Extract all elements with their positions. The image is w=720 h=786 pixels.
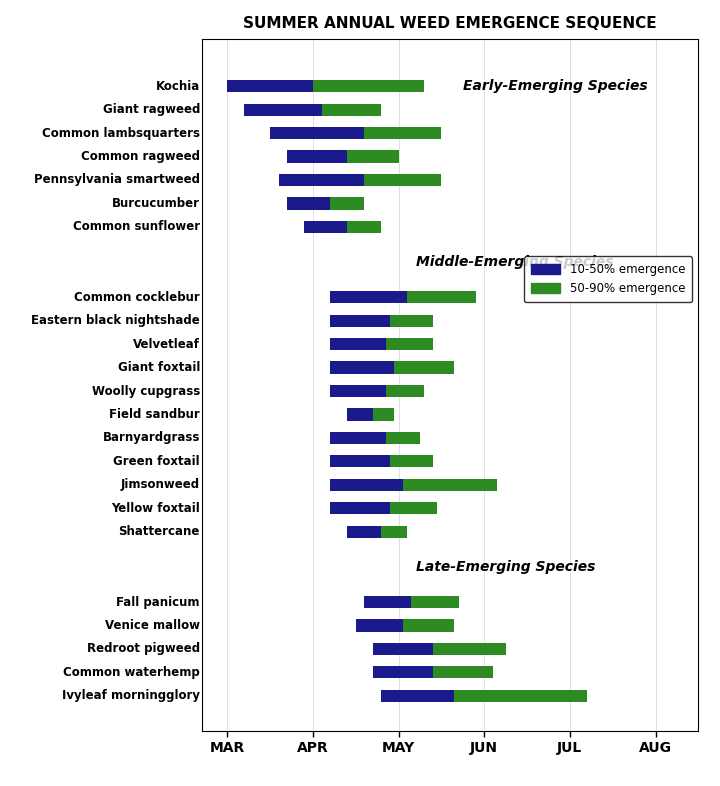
Text: Shattercane: Shattercane	[119, 525, 200, 538]
Bar	[411, 596, 459, 608]
Bar	[330, 385, 386, 397]
Bar	[347, 526, 382, 538]
Bar	[403, 479, 497, 491]
Text: Redroot pigweed: Redroot pigweed	[87, 642, 200, 656]
Text: Woolly cupgrass: Woolly cupgrass	[91, 384, 200, 398]
Bar	[330, 479, 403, 491]
Text: Burcucumber: Burcucumber	[112, 197, 200, 210]
Bar	[382, 689, 454, 702]
Bar	[313, 80, 424, 92]
Bar	[364, 127, 441, 139]
Text: Pennsylvania smartweed: Pennsylvania smartweed	[34, 174, 200, 186]
Bar	[330, 314, 390, 327]
Bar	[330, 362, 395, 373]
Bar	[287, 150, 347, 163]
Text: Ivyleaf morningglory: Ivyleaf morningglory	[62, 689, 200, 703]
Bar	[403, 619, 454, 632]
Bar	[347, 150, 399, 163]
Bar	[270, 127, 364, 139]
Bar	[386, 432, 420, 444]
Text: Common lambsquarters: Common lambsquarters	[42, 127, 200, 140]
Bar	[390, 455, 433, 468]
Text: Giant ragweed: Giant ragweed	[102, 103, 200, 116]
Bar	[390, 314, 433, 327]
Text: Kochia: Kochia	[156, 79, 200, 93]
Text: Yellow foxtail: Yellow foxtail	[111, 501, 200, 515]
Text: Fall panicum: Fall panicum	[117, 596, 200, 608]
Text: Common ragweed: Common ragweed	[81, 150, 200, 163]
Text: Barnyardgrass: Barnyardgrass	[102, 432, 200, 444]
Text: Green foxtail: Green foxtail	[113, 455, 200, 468]
Bar	[364, 596, 411, 608]
Text: Jimsonweed: Jimsonweed	[121, 479, 200, 491]
Bar	[433, 643, 505, 655]
Bar	[330, 455, 390, 468]
Text: Common sunflower: Common sunflower	[73, 220, 200, 233]
Bar	[330, 338, 386, 351]
Bar	[347, 409, 373, 421]
Bar	[330, 432, 386, 444]
Text: Middle-Emerging Species: Middle-Emerging Species	[415, 255, 613, 269]
Text: Early-Emerging Species: Early-Emerging Species	[463, 79, 647, 94]
Bar	[279, 174, 364, 186]
Text: Eastern black nightshade: Eastern black nightshade	[31, 314, 200, 327]
Text: Giant foxtail: Giant foxtail	[117, 361, 200, 374]
Title: SUMMER ANNUAL WEED EMERGENCE SEQUENCE: SUMMER ANNUAL WEED EMERGENCE SEQUENCE	[243, 17, 657, 31]
Bar	[287, 197, 330, 210]
Bar	[395, 362, 454, 373]
Bar	[408, 291, 476, 303]
Text: Venice mallow: Venice mallow	[105, 619, 200, 632]
Bar	[386, 385, 424, 397]
Bar	[356, 619, 403, 632]
Bar	[390, 502, 437, 514]
Text: Common cocklebur: Common cocklebur	[74, 291, 200, 303]
Bar	[373, 667, 433, 678]
Bar	[364, 174, 441, 186]
Bar	[244, 104, 322, 116]
Bar	[433, 667, 492, 678]
Bar	[373, 643, 433, 655]
Bar	[347, 221, 382, 233]
Legend: 10-50% emergence, 50-90% emergence: 10-50% emergence, 50-90% emergence	[524, 256, 693, 303]
Text: Velvetleaf: Velvetleaf	[133, 338, 200, 351]
Bar	[305, 221, 347, 233]
Bar	[322, 104, 382, 116]
Text: Late-Emerging Species: Late-Emerging Species	[415, 560, 595, 574]
Bar	[330, 502, 390, 514]
Bar	[330, 291, 408, 303]
Bar	[228, 80, 313, 92]
Bar	[454, 689, 587, 702]
Bar	[386, 338, 433, 351]
Text: Field sandbur: Field sandbur	[109, 408, 200, 421]
Bar	[373, 409, 395, 421]
Bar	[382, 526, 408, 538]
Text: Common waterhemp: Common waterhemp	[63, 666, 200, 679]
Bar	[330, 197, 364, 210]
